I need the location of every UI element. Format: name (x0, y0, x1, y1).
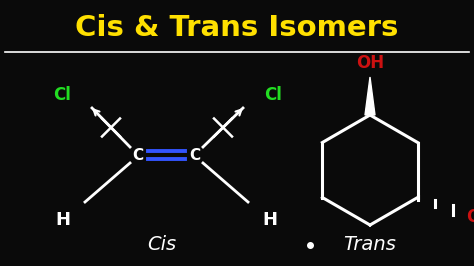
Text: Cis: Cis (147, 235, 176, 255)
Text: Cis & Trans Isomers: Cis & Trans Isomers (75, 14, 399, 42)
Text: OH: OH (356, 54, 384, 72)
Text: H: H (55, 211, 71, 229)
Text: OH: OH (466, 209, 474, 227)
Text: Trans: Trans (344, 235, 396, 255)
Text: C: C (132, 148, 144, 163)
Text: Cl: Cl (53, 86, 71, 104)
Text: C: C (190, 148, 201, 163)
Text: Cl: Cl (264, 86, 282, 104)
Text: H: H (263, 211, 277, 229)
Polygon shape (365, 77, 375, 115)
